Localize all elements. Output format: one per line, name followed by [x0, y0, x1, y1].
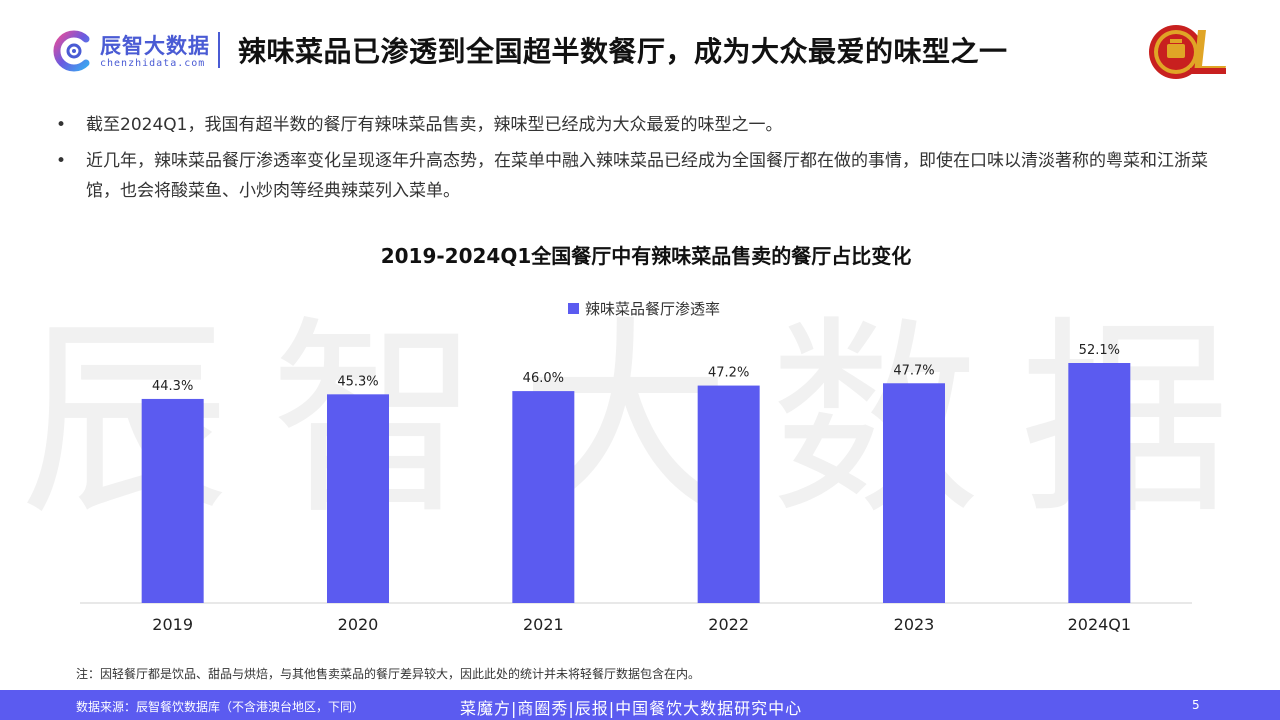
data-label-2021: 46.0%: [523, 371, 564, 386]
x-tick-label-2019: 2019: [152, 615, 193, 634]
x-tick-label-2021: 2021: [523, 615, 564, 634]
footer-brands: 菜魔方|商圈秀|辰报|中国餐饮大数据研究中心: [460, 699, 803, 718]
bullet-text: 近几年，辣味菜品餐厅渗透率变化呈现逐年升高态势，在菜单中融入辣味菜品已经成为全国…: [86, 151, 1208, 201]
bullet-list: • 截至2024Q1，我国有超半数的餐厅有辣味菜品售卖，辣味型已经成为大众最爱的…: [56, 110, 1236, 212]
bullet-text: 截至2024Q1，我国有超半数的餐厅有辣味菜品售卖，辣味型已经成为大众最爱的味型…: [86, 115, 783, 135]
chart-title: 2019-2024Q1全国餐厅中有辣味菜品售卖的餐厅占比变化: [380, 244, 912, 268]
logo-name: 辰智大数据: [100, 34, 210, 58]
footnote: 注：因轻餐厅都是饮品、甜品与烘焙，与其他售卖菜品的餐厅差异较大，因此此处的统计并…: [76, 667, 701, 681]
x-tick-label-2020: 2020: [338, 615, 379, 634]
bullet-marker: •: [56, 151, 67, 171]
x-tick-label-2024Q1: 2024Q1: [1068, 615, 1132, 634]
data-label-2023: 47.7%: [893, 363, 934, 378]
logo-url: chenzhidata.com: [100, 58, 206, 69]
data-label-2020: 45.3%: [337, 374, 378, 389]
bar-2019: [141, 398, 204, 603]
bar-2022: [697, 385, 760, 603]
legend-swatch: [568, 303, 579, 314]
x-tick-label-2023: 2023: [894, 615, 935, 634]
footer-bar: 数据来源：辰智餐饮数据库（不含港澳台地区，下同） 菜魔方|商圈秀|辰报|中国餐饮…: [0, 690, 1280, 720]
logo-divider: [218, 32, 220, 68]
data-label-2019: 44.3%: [152, 379, 193, 394]
data-label-2024Q1: 52.1%: [1079, 343, 1120, 358]
data-label-2022: 47.2%: [708, 366, 749, 381]
bullet-item: • 截至2024Q1，我国有超半数的餐厅有辣味菜品售卖，辣味型已经成为大众最爱的…: [56, 110, 1236, 140]
chart-legend: 辣味菜品餐厅渗透率: [568, 298, 720, 319]
bar-2024Q1: [1068, 363, 1131, 603]
bar-2023: [883, 383, 945, 603]
legend-label: 辣味菜品餐厅渗透率: [585, 300, 721, 318]
x-tick-label-2022: 2022: [708, 615, 749, 634]
bar-2020: [327, 394, 389, 603]
header: 辰智大数据 chenzhidata.com 辣味菜品已渗透到全国超半数餐厅，成为…: [0, 0, 1280, 100]
page-number: 5: [1192, 698, 1200, 712]
association-seal-icon: [1149, 25, 1226, 79]
data-source: 数据来源：辰智餐饮数据库（不含港澳台地区，下同）: [76, 700, 365, 714]
chenzhi-logo-icon: [53, 30, 90, 72]
bar-2021: [512, 391, 575, 603]
page-title: 辣味菜品已渗透到全国超半数餐厅，成为大众最爱的味型之一: [238, 35, 1008, 68]
bullet-marker: •: [56, 115, 67, 135]
bullet-item: • 近几年，辣味菜品餐厅渗透率变化呈现逐年升高态势，在菜单中融入辣味菜品已经成为…: [56, 146, 1236, 206]
